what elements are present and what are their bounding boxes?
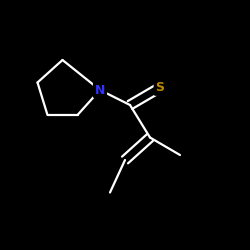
Text: S: S <box>156 81 164 94</box>
Text: N: N <box>95 84 105 96</box>
